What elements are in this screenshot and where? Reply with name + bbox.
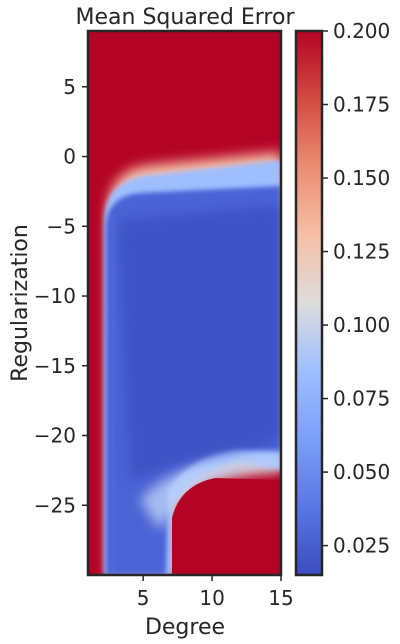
colorbar: [296, 31, 322, 575]
plot-frame: [86, 29, 283, 577]
x-axis-ticks: 5 10 15: [137, 575, 294, 610]
colorbar-tick-label: 0.175: [333, 93, 390, 117]
y-axis-ticks: −25 −20 −15 −10 −5 0 5: [34, 75, 88, 517]
colorbar-ticks: 0.025 0.050 0.075 0.100 0.125 0.150 0.175 0.200: [322, 19, 390, 558]
x-tick-label: 15: [268, 586, 293, 610]
heatmap-image: [88, 31, 281, 575]
y-axis-label: Regularization: [8, 224, 33, 382]
x-axis-label: Degree: [145, 615, 225, 640]
colorbar-tick-label: 0.050: [333, 460, 390, 484]
colorbar-tick-label: 0.075: [333, 387, 390, 411]
colorbar-frame: [294, 29, 324, 577]
y-tick-label: 5: [63, 75, 76, 99]
x-tick-label: 10: [199, 586, 224, 610]
y-tick-label: −10: [34, 284, 76, 308]
y-tick-label: −20: [34, 424, 76, 448]
y-tick-label: 0: [63, 145, 76, 169]
x-tick-label: 5: [137, 586, 150, 610]
colorbar-tick-label: 0.125: [333, 240, 390, 264]
y-tick-label: −15: [34, 354, 76, 378]
colorbar-tick-label: 0.025: [333, 534, 390, 558]
y-tick-label: −5: [47, 214, 76, 238]
chart-title: Mean Squared Error: [76, 5, 296, 30]
colorbar-tick-label: 0.100: [333, 313, 390, 337]
colorbar-tick-label: 0.200: [333, 19, 390, 43]
y-tick-label: −25: [34, 493, 76, 517]
colorbar-tick-label: 0.150: [333, 166, 390, 190]
